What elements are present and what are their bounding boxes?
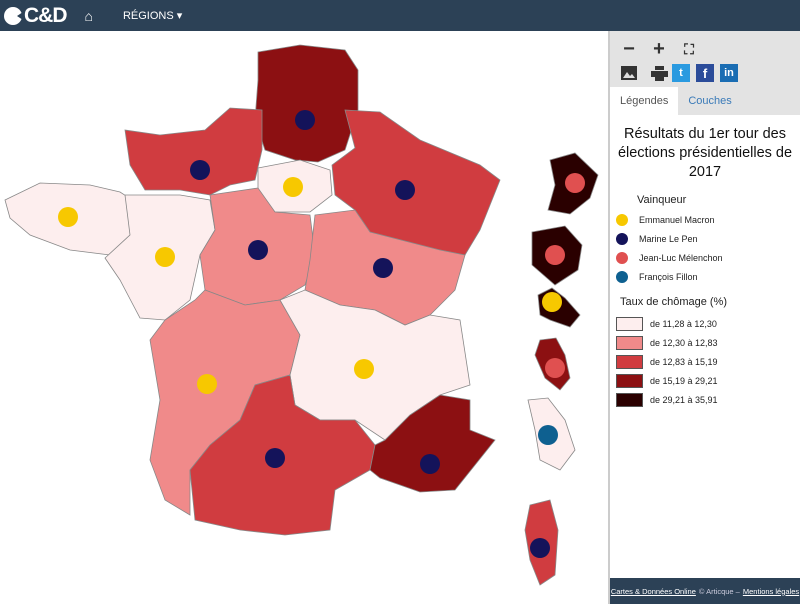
winner-marker[interactable] [354,359,374,379]
footer: Cartes & Données Online © Articque – Men… [610,578,800,604]
legend-winner-item: Emmanuel Macron [610,210,800,229]
minus-icon[interactable]: − [623,37,635,60]
legend-class-item: de 12,83 à 15,19 [610,352,800,371]
legend-class-item: de 29,21 à 35,91 [610,390,800,409]
class-label: de 11,28 à 12,30 [650,318,717,329]
legend-winner-item: Marine Le Pen [610,229,800,248]
mentions-legales-link[interactable]: Mentions légales [742,586,800,596]
winner-marker[interactable] [197,374,217,394]
legend-title: Résultats du 1er tour des élections prés… [617,126,793,180]
legend-class-item: de 11,28 à 12,30 [610,314,800,333]
winner-label: Marine Le Pen [639,233,698,244]
winner-marker[interactable] [538,425,558,445]
legend-winner-item: François Fillon [610,267,800,286]
winner-label: Emmanuel Macron [639,214,715,225]
home-icon[interactable]: ⌂ [84,7,93,24]
winner-marker[interactable] [542,292,562,312]
class-swatch [616,354,643,369]
map[interactable]: Hauts-de-FranceNormandieÎle-de-FranceGra… [0,31,608,604]
fullscreen-icon[interactable]: ⛶ [684,40,694,57]
logo-text: C&D [24,3,67,27]
winner-marker[interactable] [373,258,393,278]
winner-marker[interactable] [395,180,415,200]
class-label: de 12,30 à 12,83 [650,337,718,348]
plus-icon[interactable]: + [653,37,665,60]
winner-marker[interactable] [530,538,550,558]
class-swatch [616,392,643,407]
twitter-icon[interactable]: t [672,64,690,82]
winner-label: Jean-Luc Mélenchon [639,252,723,263]
winner-marker[interactable] [190,160,210,180]
legend-winner-item: Jean-Luc Mélenchon [610,248,800,267]
winner-dot-icon [616,232,628,245]
class-label: de 15,19 à 29,21 [650,375,718,386]
winner-dot-icon [616,213,628,226]
class-label: de 29,21 à 35,91 [650,394,718,405]
legend-class-item: de 12,30 à 12,83 [610,333,800,352]
winner-marker[interactable] [420,454,440,474]
toolbar: − + ⛶ t f in [610,31,800,87]
class-label: de 12,83 à 15,19 [650,356,718,367]
linkedin-icon[interactable]: in [720,64,738,82]
class-swatch [616,373,643,388]
winner-label: François Fillon [639,271,698,282]
winner-title: Vainqueur [637,194,687,206]
copyright-text: © Articque – [698,586,740,596]
cartes-donnees-link[interactable]: Cartes & Données Online [610,586,696,596]
class-swatch [616,335,643,350]
winner-marker[interactable] [545,358,565,378]
regions-menu[interactable]: RÉGIONS ▾ [122,10,183,22]
winner-marker[interactable] [295,110,315,130]
winner-marker[interactable] [265,448,285,468]
winner-marker[interactable] [58,207,78,227]
classes-title: Taux de chômage (%) [620,296,727,308]
facebook-icon[interactable]: f [696,64,714,82]
winner-marker[interactable] [283,177,303,197]
image-icon[interactable] [620,64,638,82]
winner-marker[interactable] [545,245,565,265]
top-bar: C&D ⌂ RÉGIONS ▾ [0,0,800,31]
region-hauts-de-france[interactable]: Hauts-de-France [254,44,359,163]
class-swatch [616,316,643,331]
tab-legendes[interactable]: Légendes [610,87,679,115]
sidebar: − + ⛶ t f in Légendes Couches Résultats … [608,31,800,604]
tabs: Légendes Couches [610,87,800,115]
region-provence-alpes-c-te-d-azur[interactable]: Provence-Alpes-Côte d'Azur [369,394,496,493]
region-normandie[interactable]: Normandie [124,107,263,196]
logo[interactable]: C&D [4,4,67,28]
print-icon[interactable] [650,64,668,82]
winner-marker[interactable] [155,247,175,267]
winner-dot-icon [616,270,628,283]
winner-marker[interactable] [248,240,268,260]
winner-dot-icon [616,251,628,264]
logo-icon [4,6,23,25]
legend-class-item: de 15,19 à 29,21 [610,371,800,390]
winner-marker[interactable] [565,173,585,193]
tab-couches[interactable]: Couches [688,95,732,107]
